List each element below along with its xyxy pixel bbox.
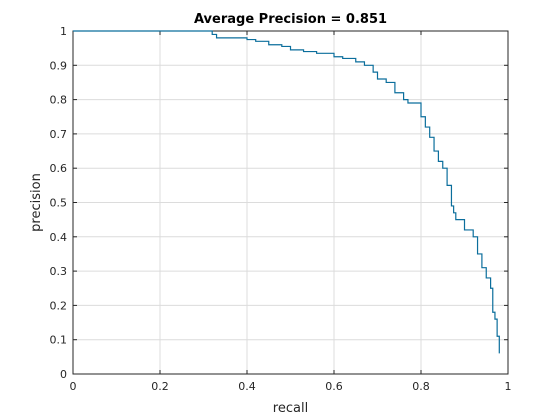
x-tick-label: 0.2 [151, 380, 169, 393]
precision-recall-curve [73, 30, 500, 354]
y-tick-label: 1 [60, 25, 67, 38]
y-tick-label: 0.6 [50, 162, 68, 175]
y-tick-label: 0.3 [50, 265, 68, 278]
y-tick-label: 0.8 [50, 94, 68, 107]
x-axis-label: recall [273, 401, 308, 416]
y-tick-label: 0.1 [50, 334, 68, 347]
chart-title: Average Precision = 0.851 [194, 12, 387, 27]
y-tick-label: 0.9 [50, 59, 68, 72]
y-tick-labels: 0 0.1 0.2 0.3 0.4 0.5 0.6 0.7 0.8 0.9 1 [50, 25, 68, 381]
y-tick-label: 0.4 [50, 231, 68, 244]
x-tick-label: 0.6 [325, 380, 343, 393]
y-tick-label: 0 [60, 368, 67, 381]
y-tick-label: 0.5 [50, 197, 68, 210]
x-tick-label: 0 [70, 380, 77, 393]
y-tick-label: 0.7 [50, 128, 68, 141]
y-axis-label: precision [29, 173, 44, 232]
x-tick-labels: 0 0.2 0.4 0.6 0.8 1 [70, 380, 512, 393]
x-tick-label: 1 [505, 380, 512, 393]
x-tick-label: 0.8 [412, 380, 430, 393]
y-tick-label: 0.2 [50, 299, 68, 312]
x-tick-label: 0.4 [238, 380, 256, 393]
